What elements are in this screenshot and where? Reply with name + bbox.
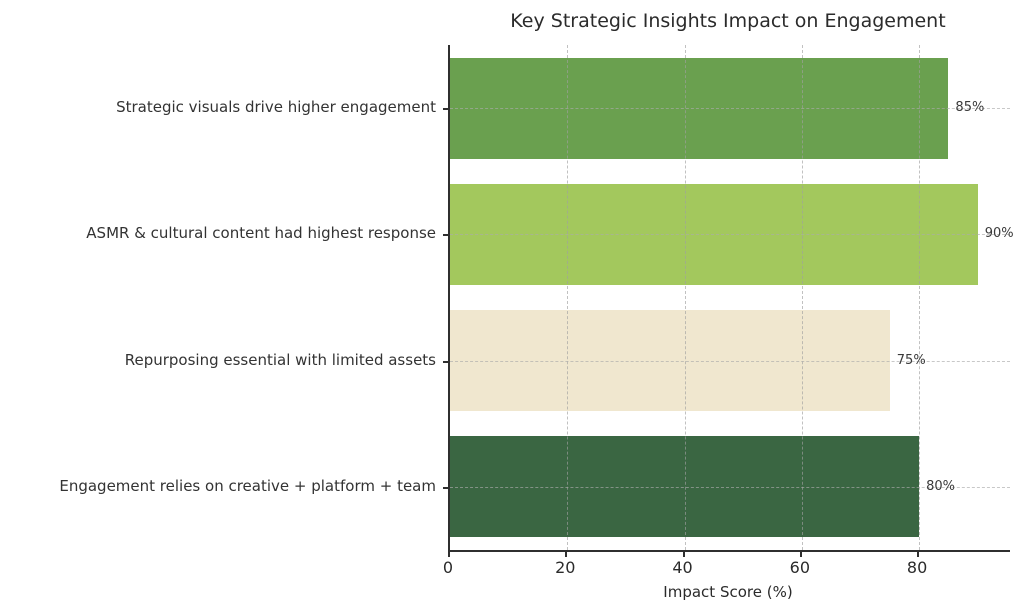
x-axis-tick xyxy=(448,552,450,557)
x-axis-label: Impact Score (%) xyxy=(663,583,793,601)
bar-value-label: 90% xyxy=(984,226,1014,241)
y-axis-tick xyxy=(443,487,448,489)
vertical-gridline xyxy=(801,45,803,550)
vertical-gridline xyxy=(919,45,921,550)
x-tick-label: 0 xyxy=(442,558,454,577)
bar xyxy=(450,310,890,411)
bar-value-label: 75% xyxy=(896,353,926,368)
horizontal-gridline xyxy=(450,234,1010,235)
x-tick-label: 40 xyxy=(672,558,693,577)
vertical-gridline xyxy=(567,45,569,550)
bar xyxy=(450,436,919,537)
x-tick-label: 60 xyxy=(789,558,810,577)
vertical-gridline xyxy=(684,45,686,550)
horizontal-gridline xyxy=(450,361,1010,362)
x-tick-label: 80 xyxy=(906,558,928,577)
x-tick-label: 20 xyxy=(555,558,576,577)
category-label: ASMR & cultural content had highest resp… xyxy=(86,224,436,242)
x-axis-tick xyxy=(565,552,568,557)
x-axis-tick xyxy=(682,552,685,557)
category-label: Repurposing essential with limited asset… xyxy=(124,351,436,369)
plot-area xyxy=(448,45,1010,552)
bar-value-label: 85% xyxy=(955,100,985,115)
x-axis-tick xyxy=(917,552,920,557)
x-axis-tick xyxy=(799,552,802,557)
bar-value-label: 80% xyxy=(926,479,956,494)
y-axis-tick xyxy=(443,361,448,363)
horizontal-gridline xyxy=(450,487,1010,488)
horizontal-gridline xyxy=(450,108,1010,109)
category-label: Engagement relies on creative + platform… xyxy=(59,477,436,495)
category-label: Strategic visuals drive higher engagemen… xyxy=(116,98,436,116)
y-axis-tick xyxy=(443,108,448,110)
chart-title: Key Strategic Insights Impact on Engagem… xyxy=(510,10,946,32)
y-axis-tick xyxy=(443,234,448,236)
